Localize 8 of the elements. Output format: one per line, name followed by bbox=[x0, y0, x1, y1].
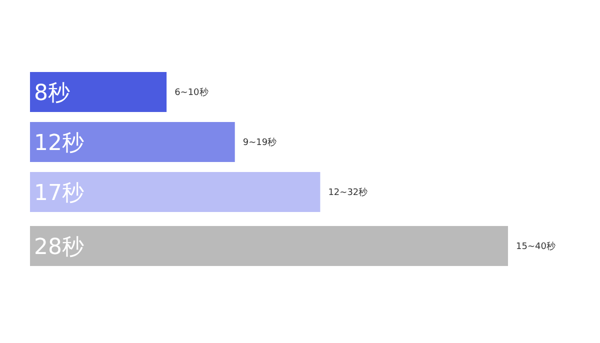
data-label: 12秒 bbox=[34, 131, 84, 156]
annotation: 6~10秒 bbox=[174, 87, 208, 98]
data-label: 28秒 bbox=[34, 235, 84, 260]
data-label: 8秒 bbox=[34, 81, 70, 106]
data-label: 17秒 bbox=[34, 181, 84, 206]
annotation: 12~32秒 bbox=[328, 187, 368, 198]
annotation: 15~40秒 bbox=[516, 241, 556, 252]
annotation: 9~19秒 bbox=[242, 137, 277, 148]
